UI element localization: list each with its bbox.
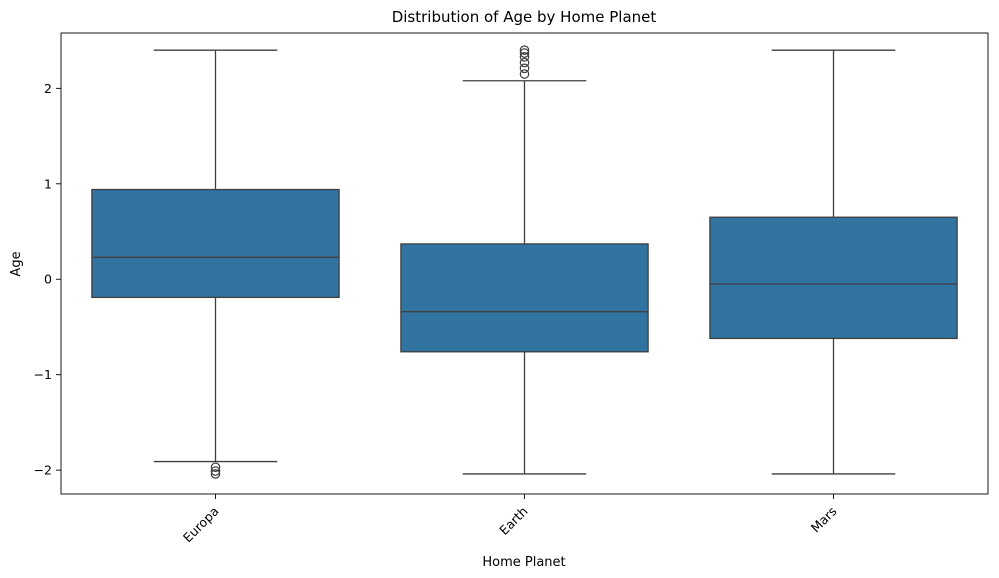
x-tick-label: Earth [496,504,530,538]
outlier-point [519,52,530,62]
outlier-point [519,57,530,68]
iqr-box [91,188,340,299]
outlier-point [519,69,530,79]
x-axis: Europa Earth Mars [180,494,840,545]
x-tick-label: Mars [808,504,840,536]
box-europa [91,49,340,479]
iqr-box [400,243,649,353]
outlier-point [519,48,530,58]
x-axis-label: Home Planet [482,555,565,570]
y-axis-label: Age [9,251,24,276]
iqr-box [709,216,958,340]
outlier-point [519,63,530,74]
y-tick-label: 1 [44,176,52,191]
y-tick-label: −2 [34,463,52,478]
y-tick-label: −1 [34,367,52,382]
x-tick-label: Europa [180,504,222,546]
outlier-point [519,45,530,55]
outlier-point [210,462,221,473]
y-tick-label: 2 [44,81,52,96]
plot-area [91,45,958,479]
chart-title: Distribution of Age by Home Planet [392,8,657,26]
box-mars [709,49,958,475]
y-tick-label: 0 [44,272,52,287]
outlier-point [210,466,221,476]
y-axis: −2 −1 0 1 2 [34,81,61,478]
outlier-point [210,469,221,479]
box-earth [400,45,649,475]
